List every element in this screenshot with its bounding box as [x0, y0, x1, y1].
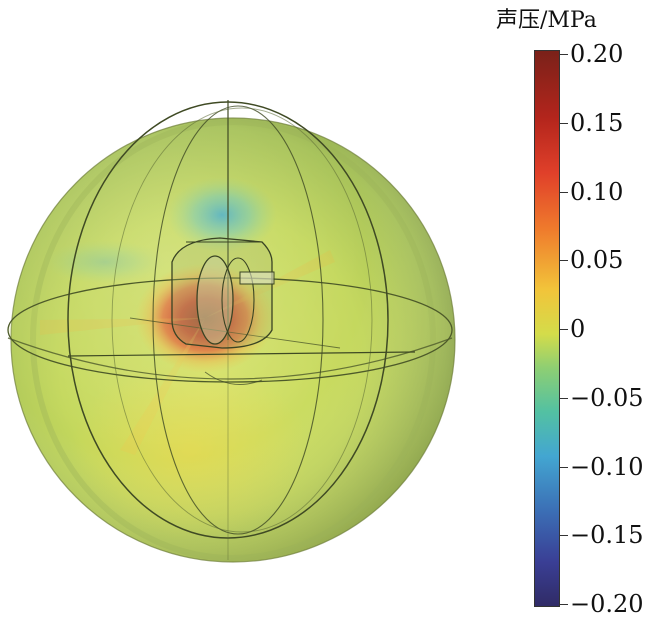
sphere-outline — [10, 117, 456, 563]
colorbar-tick-label: −0.20 — [570, 590, 644, 618]
acoustic-pressure-sphere — [7, 100, 456, 563]
colorbar-tick-label: −0.10 — [570, 452, 644, 481]
colorbar-tick-mark — [560, 604, 568, 605]
colorbar-tick-mark — [560, 535, 568, 537]
colorbar-tick-mark — [560, 122, 568, 124]
colorbar-tick-mark — [560, 466, 568, 468]
colorbar-tick-label: 0.20 — [570, 40, 624, 68]
colorbar-tick-mark — [560, 329, 568, 330]
transducer — [171, 237, 275, 385]
colorbar-scale — [534, 50, 560, 607]
colorbar-tick-mark — [560, 397, 568, 399]
colorbar-tick-label: 0 — [570, 315, 586, 343]
colorbar-tick-label: 0.15 — [570, 108, 624, 137]
colorbar-title: 声压/MPa — [496, 8, 597, 33]
colorbar-tick-label: −0.05 — [570, 383, 644, 412]
horizontal-axis — [67, 351, 416, 357]
colorbar-tick-label: 0.05 — [570, 246, 624, 275]
colorbar-tick-mark — [560, 54, 568, 55]
meridian-side — [152, 105, 324, 535]
colorbar-tick-label: −0.15 — [570, 521, 644, 550]
colorbar-tick-mark — [560, 260, 568, 262]
colorbar-tick-label: 0.10 — [570, 177, 624, 206]
colorbar-tick-mark — [560, 191, 568, 193]
